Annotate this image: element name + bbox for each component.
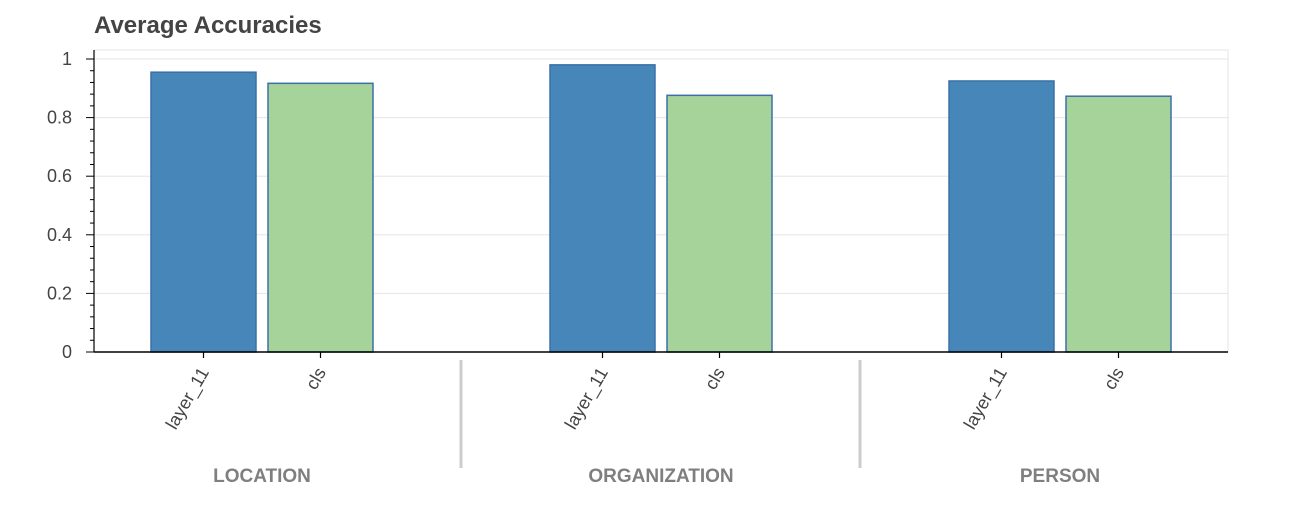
bar-person-layer_11 (948, 80, 1055, 353)
x-tick-label: cls (1100, 364, 1128, 393)
plot-frame (93, 49, 1229, 353)
y-tick-label: 0.8 (47, 108, 72, 128)
x-tick-label: layer_11 (960, 364, 1012, 433)
y-tick-label: 0.6 (47, 166, 72, 186)
y-tick-label: 0.2 (47, 283, 72, 303)
x-tick-label: layer_11 (162, 364, 214, 433)
x-tick-label: layer_11 (561, 364, 613, 433)
bar-organization-cls (666, 94, 773, 353)
bars (150, 64, 1172, 353)
y-tick-label: 0.4 (47, 225, 72, 245)
bar-person-cls (1065, 95, 1172, 353)
group-label: PERSON (1020, 466, 1100, 487)
x-tick-label: cls (302, 364, 330, 393)
bar-organization-layer_11 (549, 64, 656, 353)
x-tick-label: cls (701, 364, 729, 393)
y-tick-label: 0 (62, 342, 72, 362)
bar-location-layer_11 (150, 71, 257, 353)
y-tick-label: 1 (62, 49, 72, 69)
group-label: ORGANIZATION (588, 466, 733, 487)
axes (86, 50, 1228, 468)
bar-location-cls (267, 82, 374, 353)
grid-lines (93, 49, 1229, 353)
group-label: LOCATION (213, 466, 311, 487)
chart-title: Average Accuracies (94, 12, 322, 39)
